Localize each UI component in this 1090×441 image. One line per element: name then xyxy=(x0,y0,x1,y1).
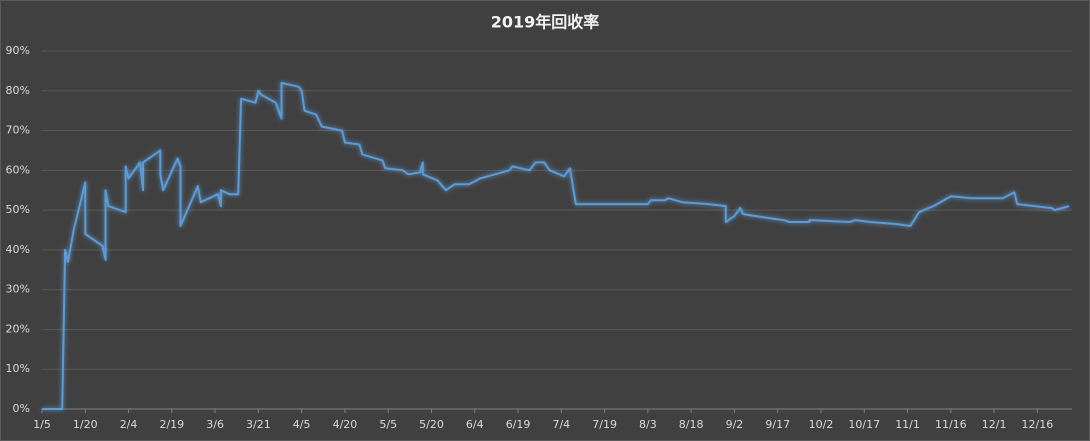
x-tick-label: 6/4 xyxy=(466,418,484,431)
y-tick-label: 50% xyxy=(6,203,30,216)
x-tick-label: 11/1 xyxy=(895,418,920,431)
y-tick-label: 80% xyxy=(6,84,30,97)
data-line xyxy=(42,81,1070,410)
x-tick-label: 3/21 xyxy=(246,418,271,431)
x-tick-label: 7/19 xyxy=(592,418,617,431)
y-tick-label: 20% xyxy=(6,322,30,335)
x-tick-label: 8/18 xyxy=(679,418,704,431)
x-tick-label: 7/4 xyxy=(552,418,570,431)
y-tick-label: 60% xyxy=(6,163,30,176)
x-tick-label: 4/20 xyxy=(333,418,358,431)
y-tick-label: 40% xyxy=(6,243,30,256)
x-tick-label: 11/16 xyxy=(935,418,967,431)
x-tick-label: 5/5 xyxy=(379,418,397,431)
y-tick-label: 70% xyxy=(6,124,30,137)
y-tick-label: 30% xyxy=(6,283,30,296)
x-tick-label: 1/5 xyxy=(33,418,51,431)
x-tick-label: 10/2 xyxy=(809,418,834,431)
y-tick-label: 10% xyxy=(6,362,30,375)
x-tick-label: 12/1 xyxy=(982,418,1007,431)
x-tick-label: 3/6 xyxy=(206,418,224,431)
x-tick-label: 1/20 xyxy=(73,418,98,431)
x-tick-label: 9/17 xyxy=(765,418,790,431)
x-tick-label: 4/5 xyxy=(293,418,311,431)
x-tick-label: 9/2 xyxy=(726,418,744,431)
x-tick-label: 6/19 xyxy=(506,418,531,431)
y-tick-label: 0% xyxy=(13,402,30,415)
x-tick-label: 2/4 xyxy=(120,418,138,431)
x-tick-label: 10/17 xyxy=(848,418,880,431)
x-tick-label: 5/20 xyxy=(419,418,444,431)
x-tick-label: 12/16 xyxy=(1022,418,1054,431)
chart-title: 2019年回收率 xyxy=(491,13,600,32)
x-tick-label: 8/3 xyxy=(639,418,657,431)
x-tick-label: 2/19 xyxy=(159,418,184,431)
y-tick-label: 90% xyxy=(6,44,30,57)
